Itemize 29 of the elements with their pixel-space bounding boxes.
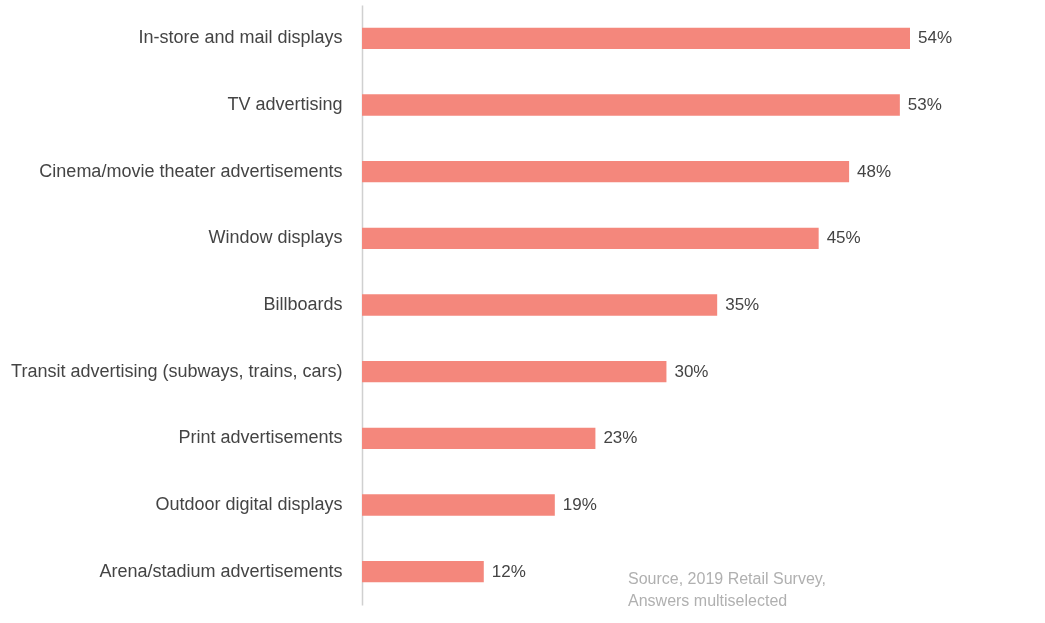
data-label: 30% [674, 361, 709, 381]
y-tick-label: Cinema/movie theater advertisements [39, 160, 343, 181]
y-tick-label: Billboards [263, 294, 343, 314]
data-label: 45% [826, 228, 861, 248]
bar [362, 94, 900, 116]
y-tick-label: In-store and mail displays [138, 27, 343, 48]
data-label: 12% [491, 561, 526, 581]
bar [362, 27, 910, 49]
data-label: 19% [562, 495, 597, 514]
bar [362, 561, 484, 583]
bar [362, 294, 718, 316]
bar [362, 427, 596, 449]
y-tick-label: Print advertisements [178, 427, 343, 448]
y-tick-label: Transit advertising (subways, trains, cars) [11, 360, 343, 381]
y-tick-label: Arena/stadium advertisements [99, 560, 343, 581]
data-label: 35% [725, 295, 760, 314]
y-tick-label: Window displays [208, 227, 343, 248]
data-label: 54% [918, 28, 953, 48]
bar [362, 161, 850, 183]
annotation: Answers multiselected [628, 592, 788, 609]
y-tick-label: TV advertising [227, 94, 343, 114]
annotation: Source, 2019 Retail Survey, [628, 570, 827, 587]
data-label: 48% [857, 161, 892, 181]
bar [362, 494, 555, 516]
data-label: 23% [603, 428, 638, 448]
y-tick-label: Outdoor digital displays [155, 494, 343, 514]
data-label: 53% [907, 95, 942, 114]
bar [362, 361, 667, 383]
bar [362, 227, 819, 249]
